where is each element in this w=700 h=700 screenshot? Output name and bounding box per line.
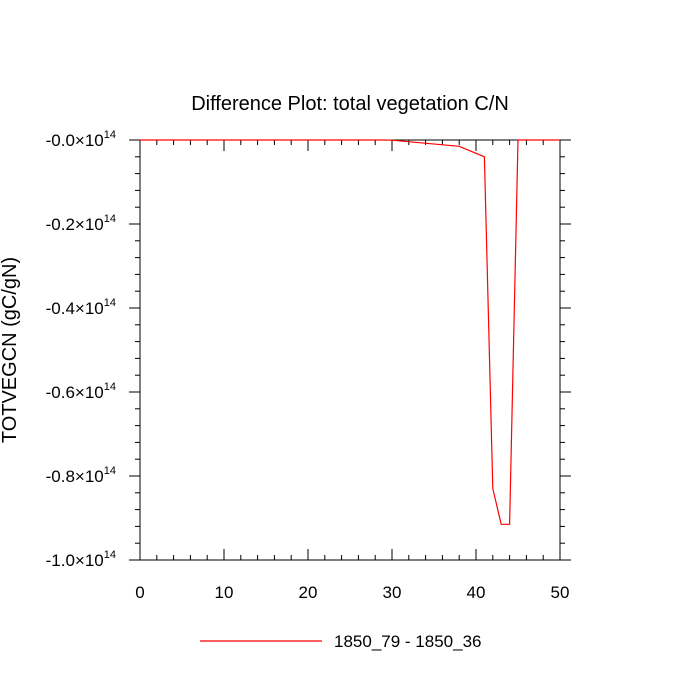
tick-marks [129, 139, 571, 561]
plot-axes [139, 139, 561, 561]
y-tick-label: -1.0×1014 [46, 549, 116, 570]
x-tick-label: 20 [299, 583, 318, 602]
y-tick-label: -0.6×1014 [46, 381, 116, 402]
legend-label: 1850_79 - 1850_36 [334, 632, 481, 651]
series-lines [140, 139, 560, 525]
x-tick-label: 30 [383, 583, 402, 602]
plot-frame [139, 139, 561, 561]
x-tick-label: 0 [135, 583, 144, 602]
x-tick-label: 40 [467, 583, 486, 602]
y-tick-label: -0.0×1014 [46, 129, 116, 150]
tick-labels: 0 10 20 30 40 50 -0.0×1014 -0.2×1014 -0.4×1014 -0… [46, 129, 570, 602]
chart-title: Difference Plot: total vegetation C/N [191, 93, 509, 115]
y-tick-label: -0.8×1014 [46, 465, 116, 486]
y-tick-label: -0.2×1014 [46, 213, 116, 234]
legend: 1850_79 - 1850_36 [200, 632, 481, 651]
series-line [140, 139, 560, 525]
x-tick-label: 50 [551, 583, 570, 602]
x-tick-label: 10 [215, 583, 234, 602]
y-axis-label: TOTVEGCN (gC/gN) [0, 257, 21, 443]
y-tick-label: -0.4×1014 [46, 297, 116, 318]
